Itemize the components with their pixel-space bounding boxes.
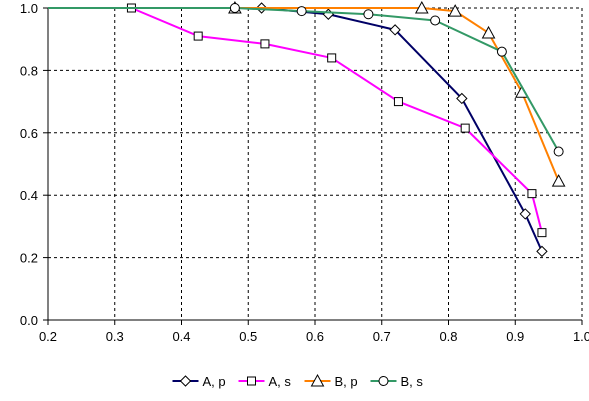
legend-label: B, p: [335, 374, 358, 389]
legend-item: A, s: [238, 374, 292, 389]
data-point: [363, 9, 374, 20]
data-point: [536, 245, 548, 258]
data-point: [430, 15, 441, 26]
x-tick-label: 0.2: [39, 329, 57, 344]
data-point: [527, 189, 537, 199]
y-tick-label: 0.4: [20, 188, 38, 203]
x-tick-label: 0.7: [373, 329, 391, 344]
y-tick-label: 0.2: [20, 251, 38, 266]
legend: A, p A, s B, p B, s: [172, 373, 424, 389]
series-line: [234, 7, 560, 182]
series-4: [48, 3, 564, 157]
data-point: [393, 97, 403, 107]
legend-item: B, s: [370, 374, 424, 389]
legend-label: A, s: [269, 374, 292, 389]
legend-marker: [310, 373, 325, 387]
data-point: [551, 174, 566, 187]
data-point: [537, 228, 547, 238]
legend-label: B, s: [401, 374, 424, 389]
data-point: [296, 6, 307, 17]
x-tick-label: 0.6: [306, 329, 324, 344]
axis-layer: 0.2 0.3 0.4 0.5 0.6 0.7 0.8 0.9 1.00.00.20.40.60…: [20, 1, 589, 344]
data-point: [229, 3, 240, 13]
data-point: [460, 123, 470, 133]
data-point: [481, 25, 496, 39]
x-tick-label: 0.8: [439, 329, 457, 344]
y-tick-label: 0.6: [20, 126, 38, 141]
legend-marker: [179, 375, 192, 387]
legend-marker: [378, 376, 389, 386]
data-point: [327, 53, 337, 63]
y-tick-label: 1.0: [20, 1, 38, 16]
legend-item: A, p: [172, 374, 226, 389]
data-point: [193, 31, 203, 41]
legend-item: B, p: [304, 373, 358, 389]
x-tick-label: 0.3: [106, 329, 124, 344]
x-tick-label: 0.5: [239, 329, 257, 344]
legend-label: A, p: [203, 374, 226, 389]
data-point: [519, 208, 531, 220]
y-tick-label: 0.0: [20, 313, 38, 328]
legend-marker: [247, 376, 256, 386]
data-point: [456, 92, 468, 105]
data-point: [389, 24, 401, 36]
data-point: [496, 46, 507, 57]
x-tick-label: 0.4: [172, 329, 190, 344]
data-point: [553, 146, 564, 157]
data-point: [260, 39, 270, 49]
series-layer: [48, 0, 566, 258]
series-line: [131, 7, 543, 233]
data-point: [448, 4, 463, 17]
x-tick-label: 1.0: [573, 329, 589, 344]
x-tick-label: 0.9: [506, 329, 524, 344]
data-point: [414, 0, 429, 14]
y-tick-label: 0.8: [20, 63, 38, 78]
